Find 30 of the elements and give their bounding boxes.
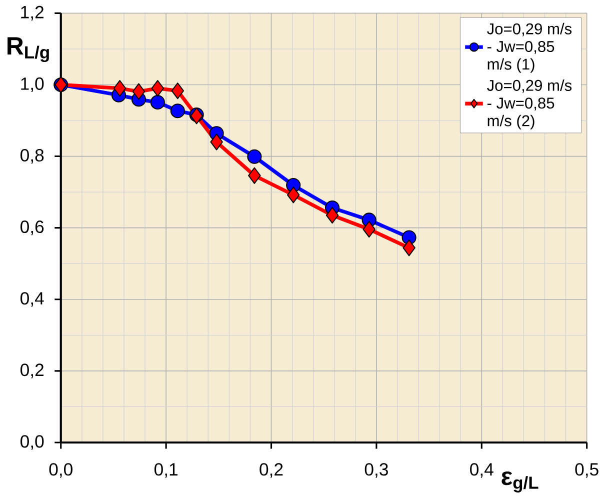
point: [248, 167, 261, 184]
point: [171, 82, 184, 99]
y-axis-title: R$_{L/g}$: [8, 37, 49, 62]
y-tick-label: 0,4: [20, 292, 44, 307]
point: [402, 239, 416, 256]
y-tick-label: 1,0: [21, 77, 44, 92]
point: [132, 83, 146, 100]
x-tick-label: 0,2: [260, 462, 283, 478]
point: [210, 133, 223, 150]
x-tick-label: 0,4: [470, 462, 494, 478]
x-tick-label: 0,1: [154, 462, 178, 478]
x-axis-title: ε$_{g/L}$: [502, 471, 538, 492]
y-tick-label: 0,6: [20, 220, 44, 235]
x-tick-label: 0,3: [364, 462, 388, 478]
legend-label: Jo=0,29 m/s - Jw=0,85 m/s (1): [487, 22, 572, 73]
point: [170, 103, 185, 118]
y-tick-label: 0,0: [20, 435, 44, 450]
point: [247, 149, 262, 164]
point: [151, 80, 164, 96]
x-tick-label: 0,0: [49, 462, 72, 478]
point: [113, 80, 126, 96]
point: [150, 94, 165, 110]
point: [286, 186, 300, 204]
point: [362, 220, 376, 238]
y-tick-label: 0,8: [20, 148, 44, 164]
y-tick-label: 1,2: [21, 6, 44, 20]
point: [326, 206, 339, 224]
legend-label: Jo=0,29 m/s - Jw=0,85 m/s (2): [487, 79, 572, 130]
y-tick-label: 0,2: [20, 363, 44, 378]
x-tick-label: 0,5: [575, 462, 598, 478]
